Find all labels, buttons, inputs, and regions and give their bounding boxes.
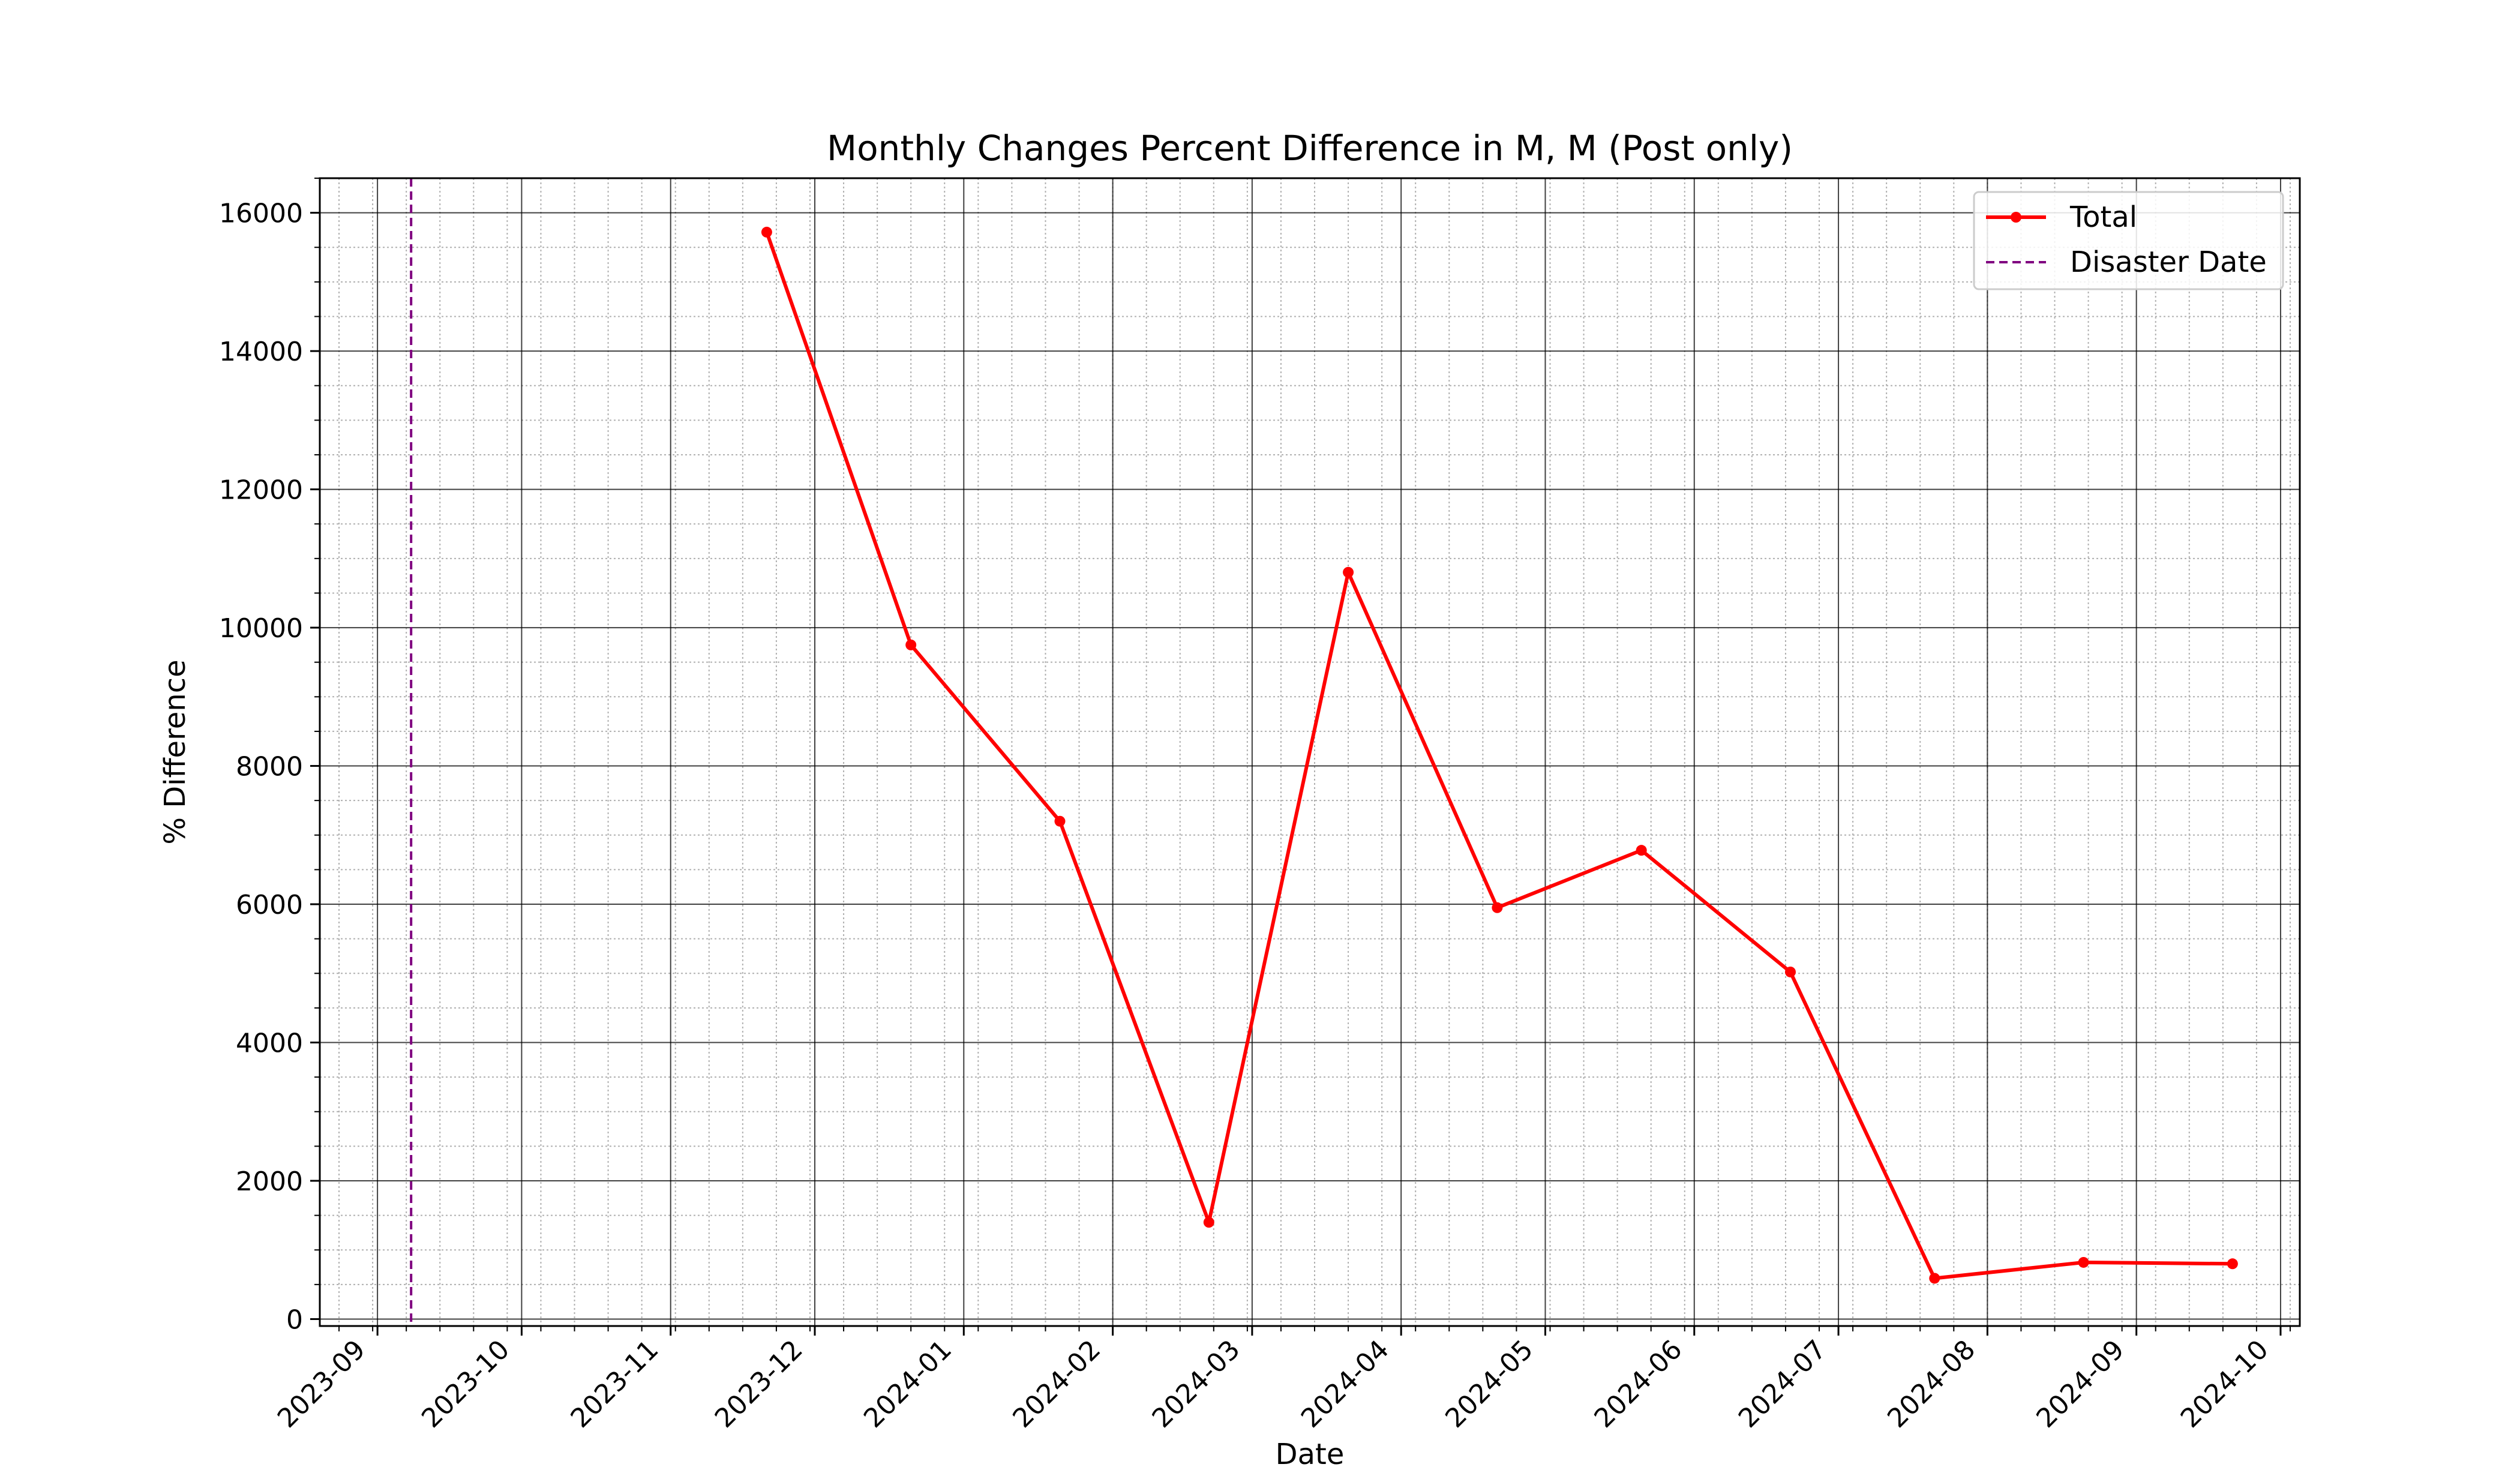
legend-label-disaster-date: Disaster Date — [2070, 245, 2267, 279]
chart-title: Monthly Changes Percent Difference in M,… — [827, 128, 1793, 169]
x-tick-label: 2024-08 — [1882, 1334, 1981, 1434]
data-point — [1636, 845, 1647, 856]
legend-box — [1973, 191, 2284, 290]
x-tick-label: 2024-06 — [1588, 1334, 1688, 1434]
x-axis-title: Date — [1276, 1438, 1345, 1470]
data-point — [1784, 966, 1796, 977]
y-tick-label: 10000 — [219, 613, 303, 644]
y-tick-label: 4000 — [236, 1028, 303, 1059]
series-line-total — [765, 231, 2233, 1280]
x-tick-label: 2023-11 — [565, 1334, 664, 1434]
legend-label-total: Total — [2069, 200, 2137, 234]
x-tick-label: 2023-09 — [272, 1334, 371, 1434]
x-tick-label: 2023-12 — [709, 1334, 809, 1434]
x-tick-label: 2024-09 — [2030, 1334, 2130, 1434]
legend: Total Disaster Date — [1973, 191, 2284, 290]
data-point — [1203, 1217, 1214, 1228]
data-point — [2227, 1258, 2238, 1270]
major-grid — [320, 178, 2300, 1326]
y-tick-label: 14000 — [219, 337, 303, 367]
x-tick-label: 2023-10 — [416, 1334, 515, 1434]
data-point — [905, 639, 917, 650]
data-point — [2078, 1256, 2089, 1268]
x-tick-label: 2024-05 — [1439, 1334, 1539, 1434]
x-tick-label: 2024-04 — [1295, 1334, 1395, 1434]
legend-marker-total — [2011, 212, 2021, 223]
data-point — [1054, 815, 1066, 827]
x-tick-label: 2024-03 — [1147, 1334, 1246, 1434]
y-tick-label: 2000 — [236, 1166, 303, 1197]
x-tick-label: 2024-07 — [1733, 1334, 1832, 1434]
x-tick-label: 2024-01 — [858, 1334, 958, 1434]
data-point — [1492, 902, 1503, 913]
data-point — [761, 226, 772, 238]
series-layer — [761, 226, 2238, 1284]
y-axis-ticks: 0 2000 4000 6000 8000 10000 12000 14000 16000 — [219, 178, 320, 1335]
y-tick-label: 0 — [286, 1304, 303, 1335]
x-axis-ticks: 2023-09 2023-10 2023-11 2023-12 2024-01 2024-… — [272, 1326, 2291, 1434]
y-tick-label: 12000 — [219, 475, 303, 506]
y-axis-title: % Difference — [158, 659, 192, 844]
plot-frame — [319, 177, 2301, 1327]
y-tick-label: 8000 — [236, 752, 303, 782]
x-tick-label: 2024-10 — [2175, 1334, 2275, 1434]
x-tick-label: 2024-02 — [1007, 1334, 1106, 1434]
data-point — [1343, 566, 1354, 578]
data-point — [1929, 1273, 1940, 1284]
y-tick-label: 16000 — [219, 199, 303, 229]
y-tick-label: 6000 — [236, 890, 303, 920]
